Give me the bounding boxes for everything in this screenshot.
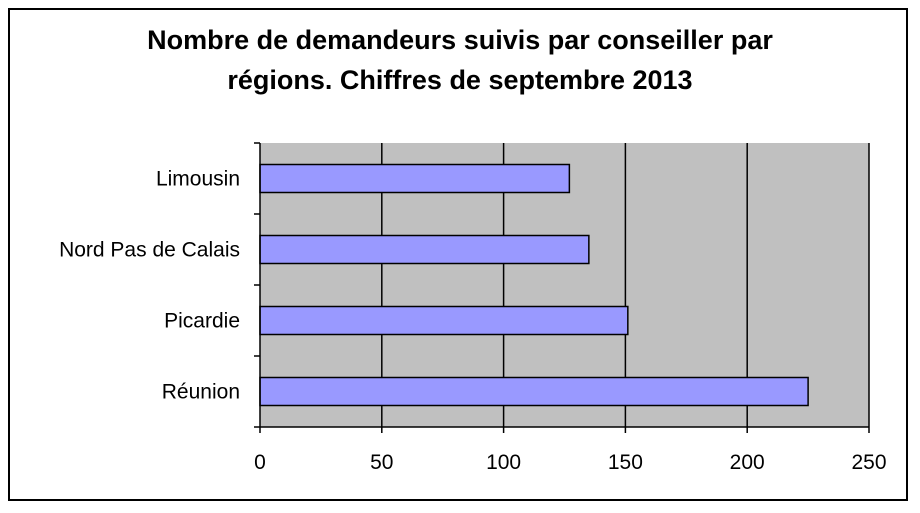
chart-title-line-2: régions. Chiffres de septembre 2013 [227,65,693,95]
bar-r-union [259,376,809,407]
category-label: Nord Pas de Calais [59,239,240,262]
x-tick-label: 150 [608,451,643,474]
x-tick-label: 100 [486,451,521,474]
category-label: Limousin [156,168,240,191]
category-label: Picardie [164,310,240,333]
x-tick-label: 250 [851,451,886,474]
x-tick-label: 50 [370,451,393,474]
x-tick-label: 0 [254,451,266,474]
bar-nord-pas-de-calais [259,234,590,265]
bar-limousin [259,163,571,194]
x-tick-label: 200 [730,451,765,474]
category-label: Réunion [162,381,240,404]
chart-title: Nombre de demandeurs suivis par conseill… [0,20,920,100]
bar-picardie [259,305,629,336]
chart-title-line-1: Nombre de demandeurs suivis par conseill… [147,25,773,55]
